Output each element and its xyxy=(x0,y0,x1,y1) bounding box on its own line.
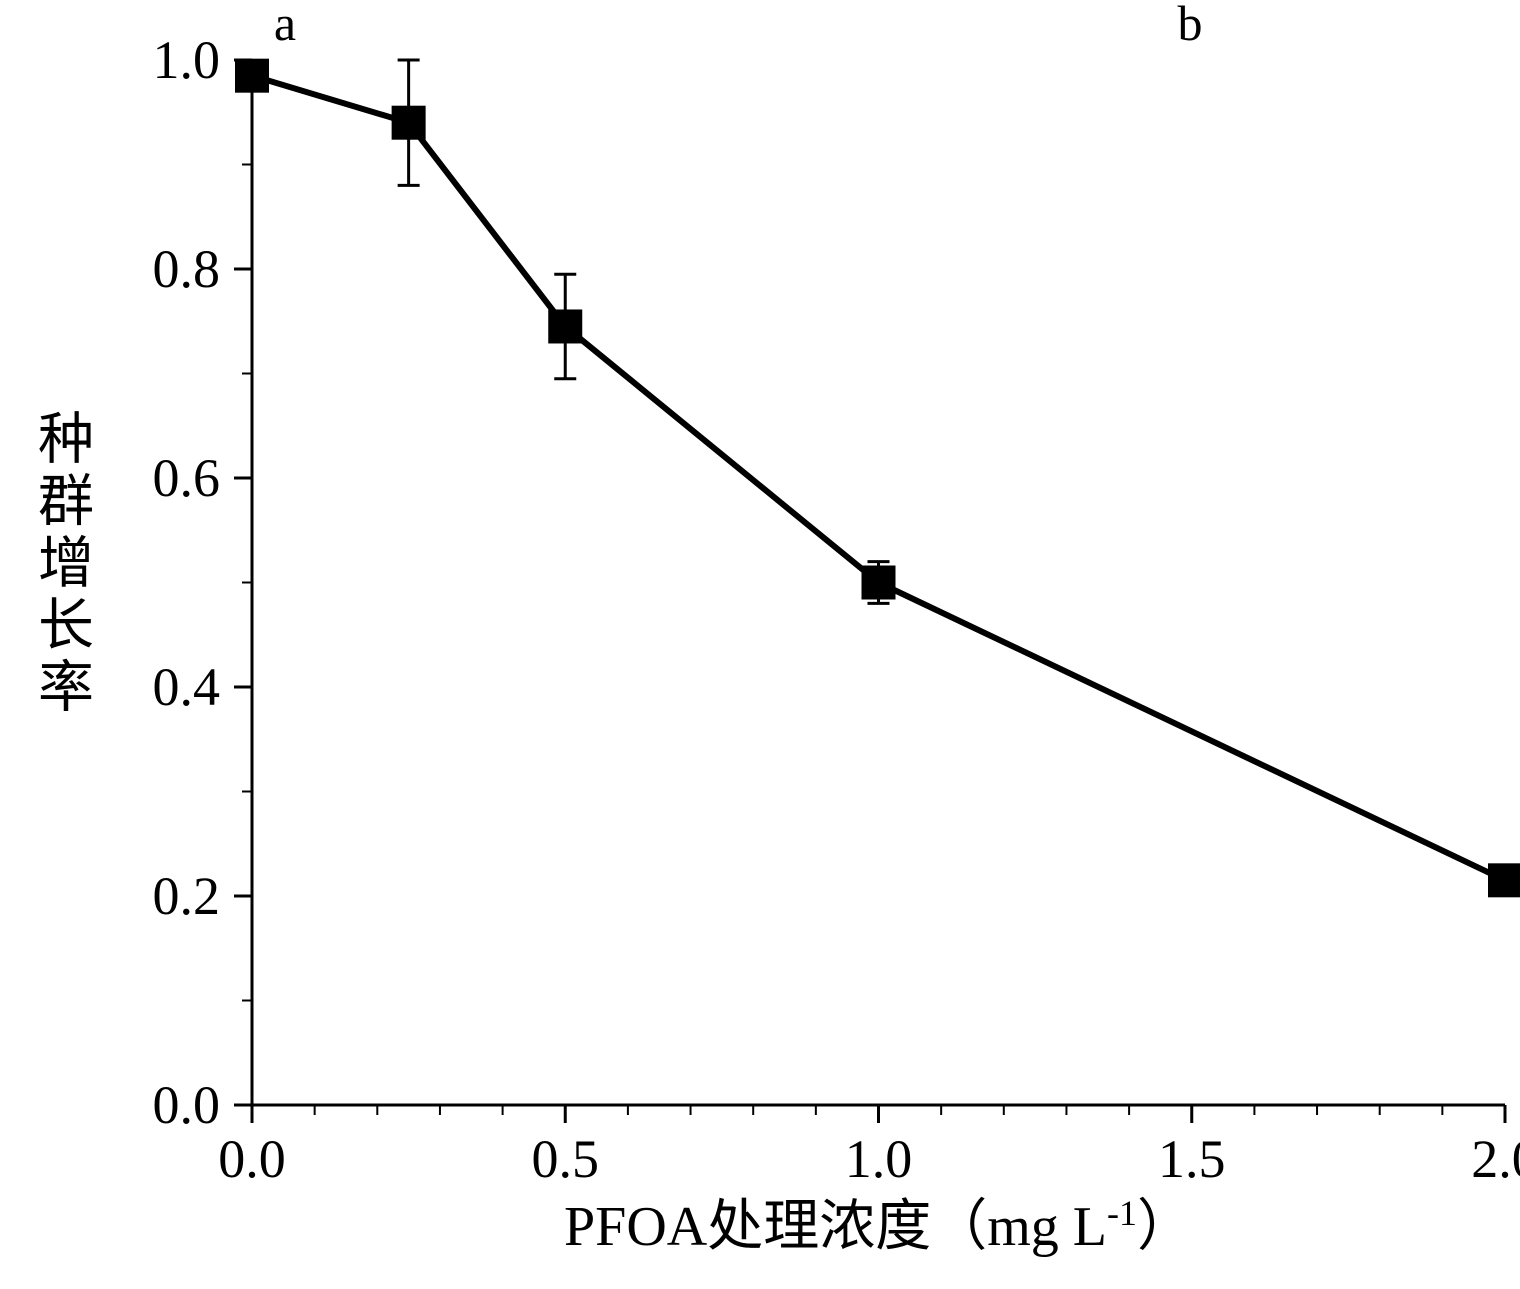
y-axis-label-char: 长 xyxy=(38,596,94,658)
data-marker xyxy=(548,309,582,343)
y-tick-label: 0.6 xyxy=(153,448,221,508)
y-tick-label: 0.8 xyxy=(153,239,221,299)
data-marker xyxy=(862,566,896,600)
x-tick-label: 0.5 xyxy=(532,1129,600,1189)
chart-svg: ab0.00.51.01.52.00.00.20.40.60.81.0PFOA处… xyxy=(0,0,1520,1289)
chart-container: ab0.00.51.01.52.00.00.20.40.60.81.0PFOA处… xyxy=(0,0,1520,1289)
x-axis-label: PFOA处理浓度（mg L-1） xyxy=(564,1193,1193,1258)
panel-label-b: b xyxy=(1178,0,1203,51)
y-axis-label-char: 群 xyxy=(38,472,94,534)
y-tick-label: 0.0 xyxy=(153,1075,221,1135)
data-marker xyxy=(1488,863,1520,897)
x-tick-label: 1.0 xyxy=(845,1129,913,1189)
y-tick-label: 0.4 xyxy=(153,657,221,717)
y-tick-label: 0.2 xyxy=(153,866,221,926)
x-tick-label: 1.5 xyxy=(1158,1129,1226,1189)
panel-label-a: a xyxy=(274,0,296,51)
y-axis-label-char: 率 xyxy=(38,658,94,720)
x-tick-label: 2.0 xyxy=(1471,1129,1520,1189)
x-tick-label: 0.0 xyxy=(218,1129,286,1189)
y-axis-label-char: 增 xyxy=(38,534,94,596)
y-tick-label: 1.0 xyxy=(153,30,221,90)
data-marker xyxy=(392,106,426,140)
data-marker xyxy=(235,59,269,93)
chart-background xyxy=(0,0,1520,1289)
y-axis-label-char: 种 xyxy=(38,410,94,472)
